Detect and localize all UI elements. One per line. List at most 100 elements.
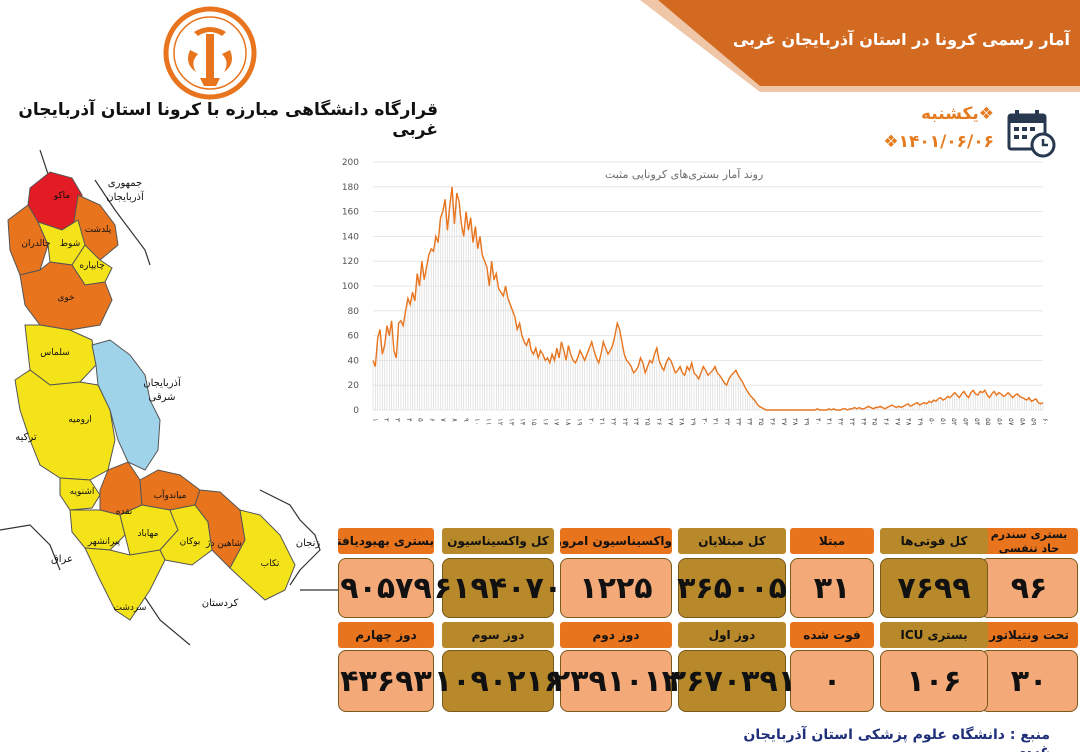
map-label-piranshahr: پیرانشهر	[87, 537, 121, 547]
chart-x-tick-label: ۲	[382, 418, 390, 422]
stat-card-label: فوت شده	[790, 622, 874, 648]
chart-x-tick-label: ۹	[462, 418, 470, 422]
chart-x-tick-label: ۳۵	[757, 418, 765, 426]
chart-x-tick-label: ۴۰	[814, 418, 822, 426]
chart-y-tick-label: 120	[342, 257, 359, 267]
map-label-chaypareh: چایپاره	[79, 261, 104, 271]
stat-card-label: دوز سوم	[442, 622, 554, 648]
date-label: ۱۴۰۱/۰۶/۰۶❖	[883, 132, 994, 152]
map-label-azerbaijan: آذربایجان	[106, 190, 145, 203]
stat-card-value: ۷۶۹۹	[880, 558, 988, 618]
map-label-az-sharghi-1: آذربایجان	[143, 376, 182, 389]
chart-x-tick-label: ۵۹	[1030, 418, 1038, 426]
chart-x-tick-label: ۱۱	[485, 418, 493, 426]
map-label-oshnavieh: اشنویه	[70, 487, 95, 497]
stat-card-label: کل مبتلایان	[678, 528, 786, 554]
chart-x-tick-label: ۴۲	[837, 418, 845, 426]
stat-card-label: بستری بهبودیافته	[338, 528, 434, 554]
map-label-bukan: بوکان	[180, 537, 201, 547]
map-label-az-sharghi-2: شرقی	[148, 392, 175, 403]
stat-card: بستری سندرم حاد تنفسی ۹۶	[980, 528, 1078, 618]
chart-x-tick-label: ۳۷	[780, 418, 788, 426]
stat-card-value: ۹۶	[980, 558, 1078, 618]
chart-x-tick-label: ۴۱	[825, 418, 833, 426]
chart-series-line	[372, 186, 1044, 411]
stat-card-value: ۳۰	[980, 650, 1078, 712]
chart-x-tick-label: ۲۹	[689, 418, 697, 426]
chart-x-tick-label: ۱۹	[575, 418, 583, 426]
stat-card-label: بستری ICU	[880, 622, 988, 648]
province-map: ماکو جمهوری آذربایجان پلدشت شوط چالدران …	[0, 149, 340, 650]
chart-y-tick-label: 180	[342, 183, 359, 193]
chart-x-tick-label: ۱۳	[507, 418, 515, 426]
chart-x-tick-label: ۳	[394, 418, 402, 422]
map-label-poldasht: پلدشت	[85, 225, 112, 235]
chart-x-tick-label: ۵۳	[962, 418, 970, 426]
chart-x-tick-label: ۳۲	[723, 418, 731, 426]
chart-y-tick-label: 0	[353, 406, 359, 416]
chart-x-tick-label: ۲۷	[666, 418, 674, 426]
header-banner: آمار رسمی کرونا در استان آذربایجان غربی	[640, 0, 1080, 92]
stat-card-value: ۱۲۲۵	[560, 558, 672, 618]
chart-x-tick-label: ۳۶	[768, 418, 776, 426]
chart-x-tick-label: ۳۴	[746, 418, 754, 426]
chart-x-tick-label: ۱۰	[473, 418, 481, 426]
stat-card-value: ۲۶۷۰۳۹۱	[668, 650, 796, 712]
map-label-sardasht: سردشت	[114, 603, 147, 613]
stat-card: فوت شده ۰	[790, 622, 874, 712]
stat-card: دوز چهارم ۴۳۶۹۳	[338, 622, 434, 712]
chart-x-tick-label: ۴۸	[905, 418, 913, 426]
banner-title: آمار رسمی کرونا در استان آذربایجان غربی	[732, 30, 1070, 49]
map-label-iraq: عراق	[51, 554, 73, 565]
chart-x-tick-label: ۴۹	[916, 418, 924, 426]
chart-x-tick-label: ۵۵	[984, 418, 992, 426]
university-emblem-icon	[160, 6, 260, 100]
chart-x-tick-label: ۷	[439, 418, 447, 422]
chart-x-tick-label: ۴۷	[893, 418, 901, 426]
stat-card-value: ۹۰۵۷۹	[338, 558, 434, 618]
chart-x-tick-label: ۲۱	[598, 418, 606, 426]
stat-card-value: ۱۰۶	[880, 650, 988, 712]
chart-x-tick-label: ۵۸	[1018, 418, 1026, 426]
map-label-zanjan: زنجان	[296, 538, 321, 549]
chart-y-tick-label: 140	[342, 232, 359, 242]
chart-x-tick-label: ۵۷	[1007, 418, 1015, 426]
stat-card-label: دوز چهارم	[338, 622, 434, 648]
stat-card: بستری ICU ۱۰۶	[880, 622, 988, 712]
chart-y-tick-label: 100	[342, 282, 359, 292]
chart-x-tick-label: ۵۰	[927, 418, 935, 426]
map-label-mahabad: مهاباد	[138, 529, 159, 539]
stat-card-label: دوز اول	[678, 622, 786, 648]
chart-y-tick-label: 40	[348, 356, 360, 366]
chart-x-tick-label: ۶۰	[1041, 418, 1049, 426]
chart-x-tick-label: ۱	[371, 418, 379, 422]
stat-card-value: ۳۶۵۰۰۵	[677, 558, 787, 618]
chart-x-tick-label: ۸	[450, 418, 458, 422]
chart-x-tick-label: ۲۶	[655, 418, 663, 426]
day-label: ❖یکشنبه	[921, 104, 994, 124]
stat-card-label: بستری سندرم حاد تنفسی	[980, 528, 1078, 554]
chart-x-tick-label: ۳۳	[734, 418, 742, 426]
chart-x-tick-label: ۱۷	[553, 418, 561, 426]
stat-card-value: ۴۳۶۹۳	[338, 650, 434, 712]
chart-x-tick-label: ۳۹	[803, 418, 811, 426]
stat-card: واکسیناسیون امروز ۱۲۲۵	[560, 528, 672, 618]
stat-card-value: ۱۰۹۰۲۱۶	[434, 650, 562, 712]
stat-card-label: دوز دوم	[560, 622, 672, 648]
chart-x-tick-label: ۵	[416, 418, 424, 422]
stat-card-value: ۲۳۹۱۰۱۲	[552, 650, 680, 712]
stat-card: کل فوتی‌ها ۷۶۹۹	[880, 528, 988, 618]
chart-x-tick-label: ۵۶	[996, 418, 1004, 426]
stat-card-value: ۳۱	[790, 558, 874, 618]
chart-x-tick-label: ۳۰	[700, 418, 708, 426]
chart-x-tick-label: ۱۴	[519, 418, 527, 426]
chart-x-tick-label: ۲۲	[609, 418, 617, 426]
chart-x-tick-label: ۳۱	[712, 418, 720, 426]
chart-x-tick-label: ۲۰	[587, 418, 595, 426]
chart-x-tick-label: ۲۳	[621, 418, 629, 426]
map-label-khoy: خوی	[57, 293, 74, 303]
stat-card-label: کل واکسیناسیون	[442, 528, 554, 554]
banner-shape	[640, 0, 1080, 92]
page-headline: قرارگاه دانشگاهی مبارزه با کرونا استان آ…	[18, 100, 438, 140]
map-label-shahindezh: شاهین دژ	[205, 539, 242, 549]
